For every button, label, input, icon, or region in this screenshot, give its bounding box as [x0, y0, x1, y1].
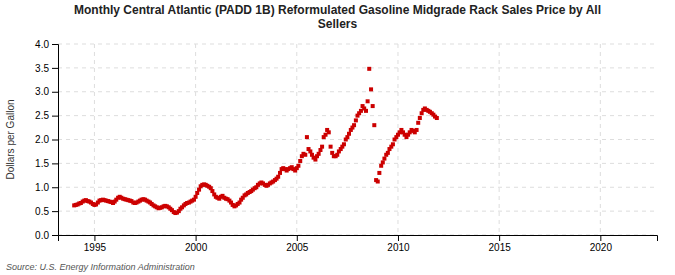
title-line: Sellers [318, 17, 358, 31]
x-tick: 2000 [185, 235, 208, 253]
point [377, 171, 381, 175]
points [72, 67, 439, 215]
x-tick: 2020 [590, 235, 613, 253]
x-tick-label: 2020 [590, 242, 613, 253]
point [381, 160, 385, 164]
x-tick: 2005 [286, 235, 309, 253]
point [298, 159, 302, 163]
x-axis-line [59, 236, 658, 242]
x-tick-label: 2000 [185, 242, 208, 253]
point [435, 116, 439, 120]
y-tick-mark [52, 68, 58, 69]
y-tick-label: 1.0 [35, 182, 49, 193]
y-tick: 2.0 [35, 134, 58, 145]
y-tick-label: 1.5 [35, 158, 49, 169]
grid-line-x [600, 44, 601, 235]
point [364, 109, 368, 113]
point [354, 118, 358, 122]
grid-line-y [58, 91, 657, 92]
y-tick-mark [52, 92, 58, 93]
y-tick-mark [52, 187, 58, 188]
x-axis: 1995 2000 2005 2010 2015 2020 [59, 235, 658, 253]
point [372, 123, 376, 127]
point [317, 152, 321, 156]
annotation: Source: U.S. Energy Information Administ… [6, 262, 195, 272]
point [305, 135, 309, 139]
y-tick: 0.0 [35, 230, 58, 241]
y-tick-mark [52, 235, 58, 236]
x-tick: 2015 [489, 235, 512, 253]
grid-line-y [58, 163, 657, 164]
grid-line-x [296, 44, 297, 235]
y-axis: 0.0 0.5 1.0 1.5 2.0 2.5 3.0 3.5 4.0 [35, 39, 58, 241]
title: Monthly Central Atlantic (PADD 1B) Refor… [74, 3, 601, 31]
point [376, 180, 380, 184]
title-line: Monthly Central Atlantic (PADD 1B) Refor… [74, 3, 601, 17]
point [416, 121, 420, 125]
point [415, 128, 419, 132]
x-tick-mark [398, 235, 399, 241]
x-tick-mark [600, 235, 601, 241]
y-tick-mark [52, 116, 58, 117]
y-tick-mark [52, 44, 58, 45]
y-tick: 4.0 [35, 39, 58, 50]
x-tick-label: 2005 [286, 242, 309, 253]
x-tick-mark [94, 235, 95, 241]
point [352, 123, 356, 127]
x-tick: 2010 [387, 235, 410, 253]
point [329, 145, 333, 149]
y-tick-label: 4.0 [35, 39, 49, 50]
y-tick-mark [52, 211, 58, 212]
x-tick-label: 2015 [489, 242, 512, 253]
y-tick: 2.5 [35, 110, 58, 121]
point [418, 116, 422, 120]
point [369, 87, 373, 91]
point [366, 99, 370, 103]
point [327, 130, 331, 134]
y-tick-mark [52, 163, 58, 164]
x-tick-mark [499, 235, 500, 241]
y-tick: 1.0 [35, 182, 58, 193]
y-tick: 3.5 [35, 63, 58, 74]
point [303, 153, 307, 157]
y-tick-label: 2.5 [35, 110, 49, 121]
grid-line-y [58, 44, 657, 45]
y-tick-label: 0.5 [35, 206, 49, 217]
x-tick-label: 1995 [84, 242, 107, 253]
point [342, 142, 346, 146]
point [296, 164, 300, 168]
point [367, 67, 371, 71]
y-tick-label: 3.0 [35, 86, 49, 97]
point [320, 145, 324, 149]
grid-line-y [58, 139, 657, 140]
chart: 1995 2000 2005 2010 2015 2020 0.0 0.5 1.0 1.5 2.0 2… [0, 0, 675, 275]
point [347, 132, 351, 136]
grid-line-y [58, 67, 657, 68]
y-tick: 0.5 [35, 206, 58, 217]
y-tick: 3.0 [35, 86, 58, 97]
y-tick-mark [52, 140, 58, 141]
y-tick: 1.5 [35, 158, 58, 169]
x-tick-mark [297, 235, 298, 241]
y-tick-label: 3.5 [35, 63, 49, 74]
x-tick-mark [196, 235, 197, 241]
point [371, 104, 375, 108]
y-axis-title: Dollars per Gallon [5, 99, 16, 179]
y-tick-label: 0.0 [35, 230, 49, 241]
x-tick-label: 2010 [387, 242, 410, 253]
grid-line-y [58, 211, 657, 212]
point [386, 151, 390, 155]
point [382, 157, 386, 161]
x-tick: 1995 [84, 235, 107, 253]
point [391, 142, 395, 146]
y-axis-line [52, 45, 59, 236]
point [194, 195, 198, 199]
point [276, 175, 280, 179]
plot: 1995 2000 2005 2010 2015 2020 0.0 0.5 1.0 1.5 2.0 2… [35, 39, 657, 253]
grid-line-y [58, 187, 657, 188]
point [278, 171, 282, 175]
grid [58, 44, 657, 235]
y-tick-label: 2.0 [35, 134, 49, 145]
